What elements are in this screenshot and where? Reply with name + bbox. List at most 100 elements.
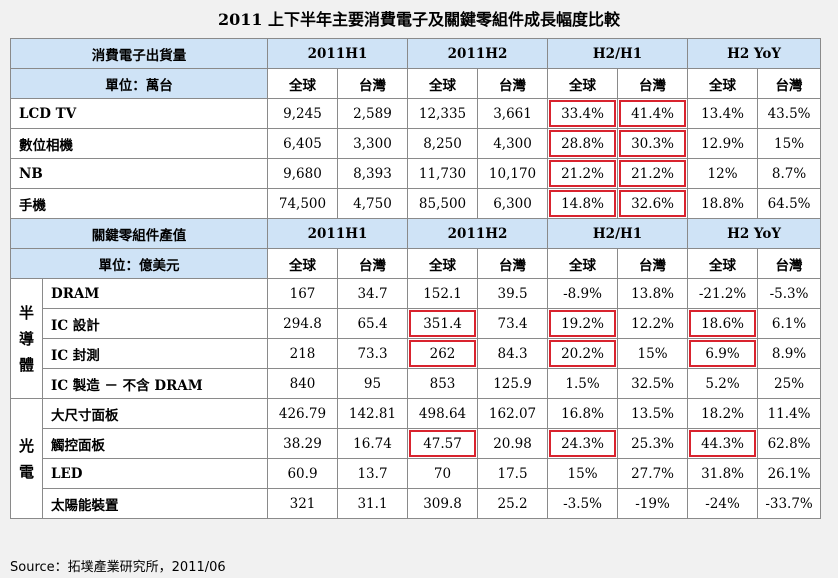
t1-sub: 台灣 (336, 68, 409, 99)
t2-group-yoy: H2 YoY (687, 218, 822, 249)
cell: 38.29 (267, 428, 338, 459)
cell: 142.81 (336, 398, 409, 429)
row-label: 手機 (10, 188, 268, 219)
row-label: 大尺寸面板 (42, 398, 268, 429)
table-row: 太陽能裝置 321 31.1 309.8 25.2 -3.5% -19% -24… (11, 488, 822, 519)
cell: 73.3 (336, 338, 409, 369)
row-label: LED (42, 458, 268, 489)
cell: 309.8 (407, 488, 479, 519)
cell: -33.7% (757, 488, 822, 519)
cell: 498.64 (407, 398, 479, 429)
cell: 840 (267, 368, 338, 399)
cell: 1.5% (547, 368, 619, 399)
row-label: IC 封測 (42, 338, 268, 369)
cell: -19% (617, 488, 689, 519)
t2-header-row: 關鍵零組件產值 2011H1 2011H2 H2/H1 H2 YoY (10, 218, 822, 249)
cell: 25.3% (617, 428, 689, 459)
cell: 152.1 (407, 278, 479, 309)
cell: 13.8% (617, 278, 689, 309)
cell: 6,405 (267, 128, 338, 159)
cell: 3,300 (336, 128, 409, 159)
cell: 11,730 (407, 158, 479, 189)
cell: -5.3% (757, 278, 822, 309)
cell: 321 (267, 488, 338, 519)
table-row: 手機 74,500 4,750 85,500 6,300 14.8% 32.6%… (10, 188, 822, 219)
cell: 13.7 (336, 458, 409, 489)
cell: 426.79 (267, 398, 338, 429)
t2-sub: 台灣 (336, 248, 409, 279)
row-label: IC 設計 (42, 308, 268, 339)
cell: 12% (687, 158, 759, 189)
row-label: LCD TV (10, 98, 268, 129)
cell: 294.8 (267, 308, 338, 339)
cell: 65.4 (336, 308, 409, 339)
highlighted-cell: 47.57 (407, 428, 479, 459)
table-row: 半導體 DRAM 167 34.7 152.1 39.5 -8.9% 13.8%… (10, 278, 822, 399)
cell: 8,393 (336, 158, 409, 189)
cell: 84.3 (477, 338, 549, 369)
t2-group-h1: 2011H1 (266, 218, 409, 249)
cell: 6.1% (757, 308, 822, 339)
t1-sub: 全球 (687, 68, 759, 99)
row-label: 太陽能裝置 (42, 488, 268, 519)
row-label: DRAM (42, 278, 268, 309)
group-label-text: 半導體 (18, 303, 34, 374)
highlighted-cell: 41.4% (617, 98, 689, 129)
source-note: Source：拓墣產業研究所，2011/06 (10, 560, 226, 575)
t1-sub: 台灣 (757, 68, 822, 99)
cell: 18.2% (687, 398, 759, 429)
t2-sub: 全球 (407, 248, 479, 279)
highlighted-cell: 351.4 (407, 308, 479, 339)
table-row: 光電 大尺寸面板 426.79 142.81 498.64 162.07 16.… (10, 398, 822, 519)
cell: 5.2% (687, 368, 759, 399)
cell: 70 (407, 458, 479, 489)
cell: 167 (267, 278, 338, 309)
cell: 16.8% (547, 398, 619, 429)
t1-header-label: 消費電子出貨量 (10, 38, 268, 69)
t1-sub: 台灣 (477, 68, 549, 99)
t1-group-yoy: H2 YoY (687, 38, 822, 69)
cell: 13.4% (687, 98, 759, 129)
cell: 10,170 (477, 158, 549, 189)
table-title: 2011 上下半年主要消費電子及關鍵零組件成長幅度比較 (217, 10, 621, 29)
row-label: 觸控面板 (42, 428, 268, 459)
cell: 74,500 (267, 188, 338, 219)
t1-subheader-row: 單位：萬台 全球 台灣 全球 台灣 全球 台灣 全球 台灣 (10, 68, 822, 99)
cell: 85,500 (407, 188, 479, 219)
cell: 20.98 (477, 428, 549, 459)
cell: 125.9 (477, 368, 549, 399)
cell: 95 (336, 368, 409, 399)
t2-sub: 台灣 (617, 248, 689, 279)
cell: 25% (757, 368, 822, 399)
t1-unit: 單位：萬台 (10, 68, 268, 99)
t1-sub: 全球 (547, 68, 619, 99)
t2-header-label: 關鍵零組件產值 (10, 218, 268, 249)
row-label: NB (10, 158, 268, 189)
highlighted-cell: 20.2% (547, 338, 619, 369)
t1-group-h1: 2011H1 (266, 38, 409, 69)
group-label-text: 光電 (18, 436, 34, 481)
cell: 34.7 (336, 278, 409, 309)
cell: 43.5% (757, 98, 822, 129)
highlighted-cell: 44.3% (687, 428, 759, 459)
cell: 853 (407, 368, 479, 399)
table-row: IC 製造 － 不含 DRAM 840 95 853 125.9 1.5% 32… (11, 368, 822, 399)
cell: -21.2% (687, 278, 759, 309)
highlighted-cell: 14.8% (547, 188, 619, 219)
cell: -3.5% (547, 488, 619, 519)
cell: 27.7% (617, 458, 689, 489)
highlighted-cell: 6.9% (687, 338, 759, 369)
cell: 31.1 (336, 488, 409, 519)
cell: 15% (547, 458, 619, 489)
highlighted-cell: 262 (407, 338, 479, 369)
cell: 3,661 (477, 98, 549, 129)
t2-unit: 單位：億美元 (10, 248, 268, 279)
cell: 64.5% (757, 188, 822, 219)
t1-header-row: 消費電子出貨量 2011H1 2011H2 H2/H1 H2 YoY (10, 38, 822, 69)
cell: 25.2 (477, 488, 549, 519)
highlighted-cell: 21.2% (547, 158, 619, 189)
cell: 62.8% (757, 428, 822, 459)
cell: 2,589 (336, 98, 409, 129)
highlighted-cell: 33.4% (547, 98, 619, 129)
cell: 8.9% (757, 338, 822, 369)
